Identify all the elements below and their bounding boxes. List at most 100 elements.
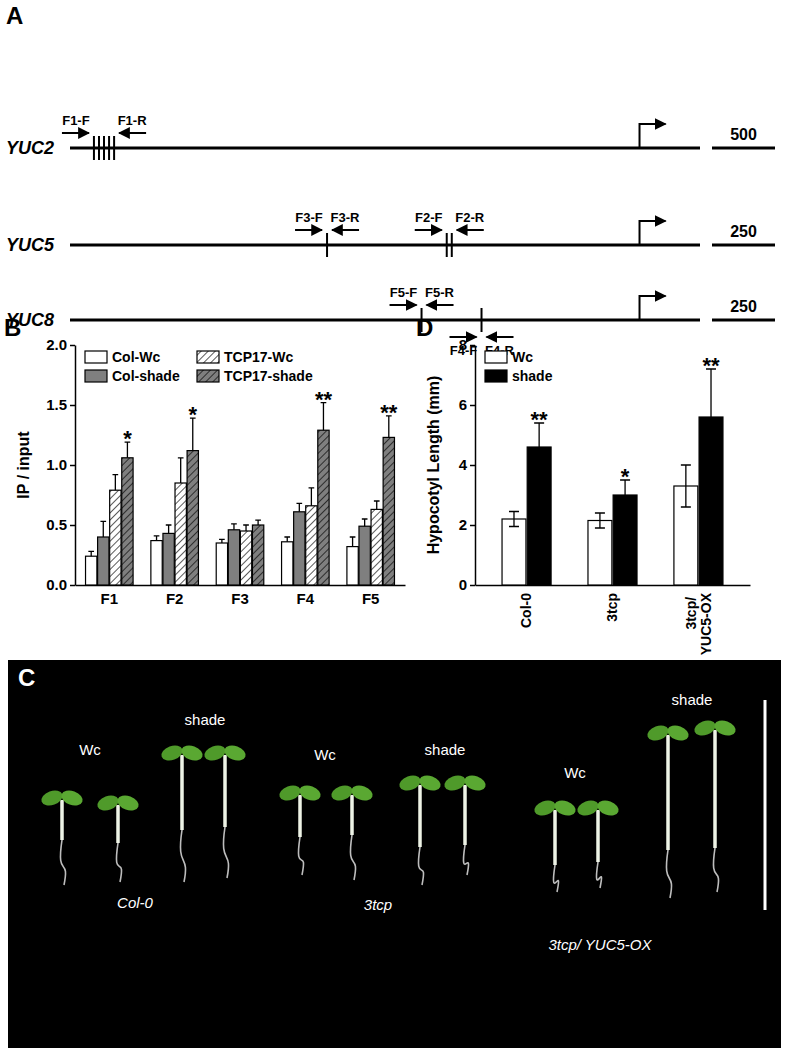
condition-label: Wc <box>314 746 336 763</box>
x-axis: Col-03tcp3tcp/ YUC5-OX <box>476 586 751 656</box>
x-tick-label: F2 <box>166 590 184 607</box>
bar <box>228 530 239 585</box>
error-bar <box>243 525 249 531</box>
legend-swatch <box>197 351 219 363</box>
binding-site <box>108 136 110 160</box>
seedling-cotyledon <box>532 798 557 819</box>
tss-arrow <box>640 221 666 245</box>
seedling-root <box>553 865 558 892</box>
scale-bar-label: 250 <box>730 223 757 240</box>
significance-mark: * <box>123 426 132 451</box>
seedling-hypocotyl <box>666 735 670 850</box>
promoter-line <box>70 147 700 150</box>
bar <box>502 519 526 585</box>
primer-arrow <box>62 132 89 134</box>
seedling-hypocotyl <box>223 755 227 827</box>
y-tick: 2 <box>459 516 475 533</box>
seedling-cotyledon <box>349 783 374 804</box>
error-bar <box>219 539 225 543</box>
primer-arrow <box>332 229 359 231</box>
x-tick-label: F5 <box>362 590 380 607</box>
bar-chart: 0.00.51.01.52.0F1F2F3F4F5IP / input*****… <box>15 336 406 606</box>
y-tick-label: 0 <box>459 576 467 593</box>
bar <box>98 537 109 585</box>
legend-swatch <box>485 351 507 363</box>
y-tick: 4 <box>459 456 475 473</box>
condition-label: shade <box>425 741 466 758</box>
scale-bar-label: 250 <box>730 298 757 315</box>
bar <box>588 521 612 586</box>
bar <box>175 483 186 585</box>
significance-mark: ** <box>702 353 720 378</box>
bar <box>282 542 293 585</box>
error-bar <box>706 369 716 465</box>
legend: Wcshade <box>485 349 553 384</box>
seedling-cotyledon <box>277 783 302 804</box>
bar <box>347 547 358 585</box>
seedling-cotyledon <box>462 773 487 794</box>
seedling-hypocotyl <box>298 795 302 837</box>
x-tick-label: 3tcp/ YUC5-OX <box>683 592 714 655</box>
seedling-cotyledon <box>59 788 84 809</box>
scale-bar-label: 500 <box>730 126 757 143</box>
y-tick: 2.0 <box>46 336 75 353</box>
x-tick: F2 <box>166 590 184 607</box>
seedling <box>645 723 690 898</box>
seedling-cotyledon <box>575 798 600 819</box>
seedling-hypocotyl <box>596 810 600 862</box>
bar <box>383 437 394 585</box>
condition-label: Wc <box>79 741 101 758</box>
seedling-root <box>713 848 718 892</box>
legend-swatch <box>85 370 107 382</box>
x-tick-label-line: YUC5-OX <box>698 592 714 655</box>
primer-arrow <box>390 304 417 306</box>
scale-bar <box>712 319 775 322</box>
seedling <box>575 798 620 888</box>
seedling-root <box>298 837 303 875</box>
primer-label: F2-F <box>415 210 443 225</box>
legend-label: TCP17-shade <box>224 368 313 384</box>
legend-label: TCP17-Wc <box>224 349 293 365</box>
x-tick: F3 <box>231 590 249 607</box>
y-tick-mark <box>70 585 75 587</box>
seedling-root <box>116 843 121 882</box>
y-tick: 0.5 <box>46 516 75 533</box>
primer-arrow <box>457 229 484 231</box>
seedling-cotyledon <box>95 793 120 814</box>
primer-label: F5-R <box>425 285 455 300</box>
x-tick-label-line: 3tcp/ <box>683 593 699 630</box>
genotype-label: Col-0 <box>117 894 154 911</box>
y-tick-label: 1.5 <box>46 396 67 413</box>
seedling <box>39 788 84 885</box>
seedling-hypocotyl <box>463 785 467 845</box>
x-tick-label: Col-0 <box>518 593 534 628</box>
seedling-hypocotyl <box>350 795 354 835</box>
condition-label: shade <box>672 691 713 708</box>
significance-mark: ** <box>315 387 333 412</box>
seedling-root <box>180 830 185 882</box>
y-tick-label: 2 <box>459 516 467 533</box>
bar <box>187 451 198 585</box>
x-tick: Col-0 <box>518 593 534 628</box>
scale-bar <box>712 244 775 247</box>
y-tick-label: 1.0 <box>46 456 67 473</box>
legend-label: Col-shade <box>112 368 180 384</box>
error-bar <box>178 458 184 483</box>
seedling <box>692 718 737 892</box>
seedling-hypocotyl <box>418 785 422 847</box>
binding-site <box>481 308 483 332</box>
seedling-cotyledon <box>179 743 204 764</box>
panel-label: B <box>4 314 21 341</box>
gene-name: YUC2 <box>6 138 54 158</box>
y-axis: 02468 <box>459 336 476 593</box>
bar <box>151 541 162 585</box>
panel-label: D <box>416 314 433 341</box>
x-axis: F1F2F3F4F5 <box>76 586 406 607</box>
binding-site <box>93 136 95 160</box>
seedling-root <box>350 835 355 880</box>
significance-mark: * <box>621 464 630 489</box>
tss-arrow <box>640 124 666 148</box>
bar <box>318 430 329 585</box>
seedling-cotyledon <box>552 798 577 819</box>
seedling-root <box>60 840 65 885</box>
